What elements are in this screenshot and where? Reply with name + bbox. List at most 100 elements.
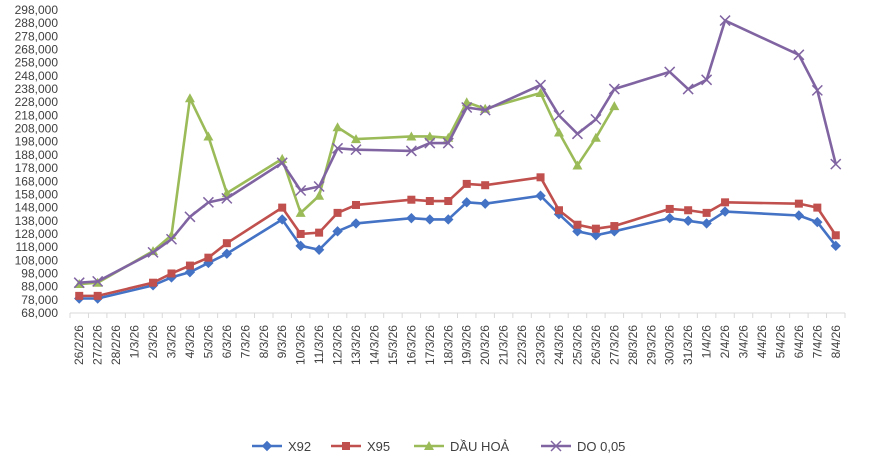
y-tick-label: 118,000	[16, 240, 59, 254]
y-tick-label: 168,000	[15, 174, 59, 188]
data-point	[590, 113, 602, 125]
x-tick-label: 5/4/26	[773, 325, 787, 359]
data-point	[184, 266, 196, 278]
x-tick-label: 9/3/26	[275, 325, 289, 359]
data-point	[831, 231, 840, 240]
x-tick-label: 7/3/26	[238, 325, 252, 359]
x-tick-label: 23/3/26	[534, 325, 548, 365]
data-point	[609, 101, 620, 111]
x-tick-label: 6/3/26	[220, 325, 234, 359]
x-tick-label: 21/3/26	[497, 325, 511, 365]
data-point	[333, 208, 342, 217]
data-point	[167, 269, 176, 278]
x-tick-label: 16/3/26	[404, 325, 418, 365]
y-tick-label: 158,000	[15, 187, 59, 201]
x-tick-label: 3/3/26	[164, 325, 178, 359]
data-point	[93, 291, 102, 300]
y-tick-label: 128,000	[15, 227, 59, 241]
data-point	[479, 104, 491, 116]
data-point	[591, 224, 600, 233]
data-point	[830, 240, 841, 252]
data-point	[536, 173, 545, 182]
data-point	[794, 199, 803, 208]
data-point	[221, 248, 233, 259]
x-tick-label: 27/3/26	[607, 325, 621, 365]
data-point	[535, 79, 547, 91]
data-point	[481, 181, 490, 190]
x-tick-label: 29/3/26	[644, 325, 658, 365]
y-tick-label: 278,000	[15, 29, 59, 43]
data-point	[701, 74, 713, 86]
x-tick-label: 11/3/26	[312, 325, 326, 364]
data-point	[813, 203, 822, 212]
data-point	[682, 215, 694, 226]
y-tick-label: 238,000	[15, 82, 59, 96]
data-point	[351, 134, 362, 144]
series-layer	[73, 15, 842, 304]
y-tick-label: 78,000	[21, 293, 58, 307]
data-point	[443, 214, 454, 225]
y-axis: 68,00078,00088,00098,000108,000118,00012…	[15, 3, 59, 320]
data-point	[332, 122, 343, 132]
data-point	[295, 184, 307, 197]
x-tick-label: 13/3/26	[349, 325, 363, 365]
data-point	[332, 142, 344, 154]
data-point	[830, 158, 842, 170]
legend-label: DO 0,05	[577, 439, 625, 454]
y-tick-label: 268,000	[15, 43, 59, 57]
x-tick-label: 30/3/26	[663, 325, 677, 365]
x-tick-label: 5/3/26	[201, 325, 215, 359]
y-tick-label: 148,000	[15, 201, 59, 215]
x-tick-label: 24/3/26	[552, 325, 566, 365]
y-tick-label: 198,000	[15, 135, 59, 149]
y-tick-label: 108,000	[15, 253, 59, 267]
data-point	[572, 160, 583, 170]
data-point	[278, 203, 287, 212]
data-point	[313, 244, 325, 255]
x-tick-label: 14/3/26	[367, 325, 381, 365]
data-point	[553, 109, 565, 121]
data-point	[590, 230, 602, 241]
data-point	[554, 206, 563, 215]
data-point	[701, 218, 712, 229]
x-tick-label: 3/4/26	[737, 325, 751, 359]
data-point	[202, 196, 214, 208]
y-tick-label: 98,000	[21, 266, 58, 280]
data-point	[406, 212, 417, 224]
data-point	[75, 291, 84, 300]
data-point	[461, 101, 473, 114]
data-point	[682, 83, 694, 95]
data-point	[719, 15, 731, 27]
x-tick-label: 10/3/26	[294, 325, 308, 365]
series-line	[79, 91, 616, 286]
x-tick-label: 27/2/26	[91, 325, 105, 365]
x-tick-label: 22/3/26	[515, 325, 529, 365]
data-point	[425, 197, 434, 206]
x-tick-label: 28/2/26	[109, 325, 123, 365]
series-line	[79, 19, 838, 284]
x-tick-label: 19/3/26	[460, 325, 474, 365]
y-tick-label: 68,000	[21, 306, 58, 320]
x-tick-label: 31/3/26	[681, 325, 695, 365]
data-point	[608, 83, 620, 95]
data-point	[222, 239, 231, 248]
data-point	[461, 197, 472, 208]
data-point	[664, 66, 676, 78]
data-point	[424, 131, 435, 141]
y-tick-label: 258,000	[15, 56, 59, 70]
y-tick-label: 248,000	[15, 69, 59, 83]
y-tick-label: 138,000	[15, 214, 59, 228]
x-tick-label: 8/4/26	[829, 325, 843, 359]
series-line	[79, 176, 837, 298]
data-point	[721, 198, 730, 207]
data-point	[442, 137, 454, 149]
x-tick-label: 15/3/26	[386, 325, 400, 365]
data-point	[73, 277, 85, 289]
y-tick-label: 218,000	[15, 108, 59, 122]
y-tick-label: 288,000	[15, 16, 59, 30]
data-point	[535, 87, 546, 97]
x-tick-label: 20/3/26	[478, 325, 492, 365]
x-tick-label: 6/4/26	[792, 325, 806, 359]
legend-marker	[550, 440, 562, 452]
data-point	[165, 233, 178, 245]
